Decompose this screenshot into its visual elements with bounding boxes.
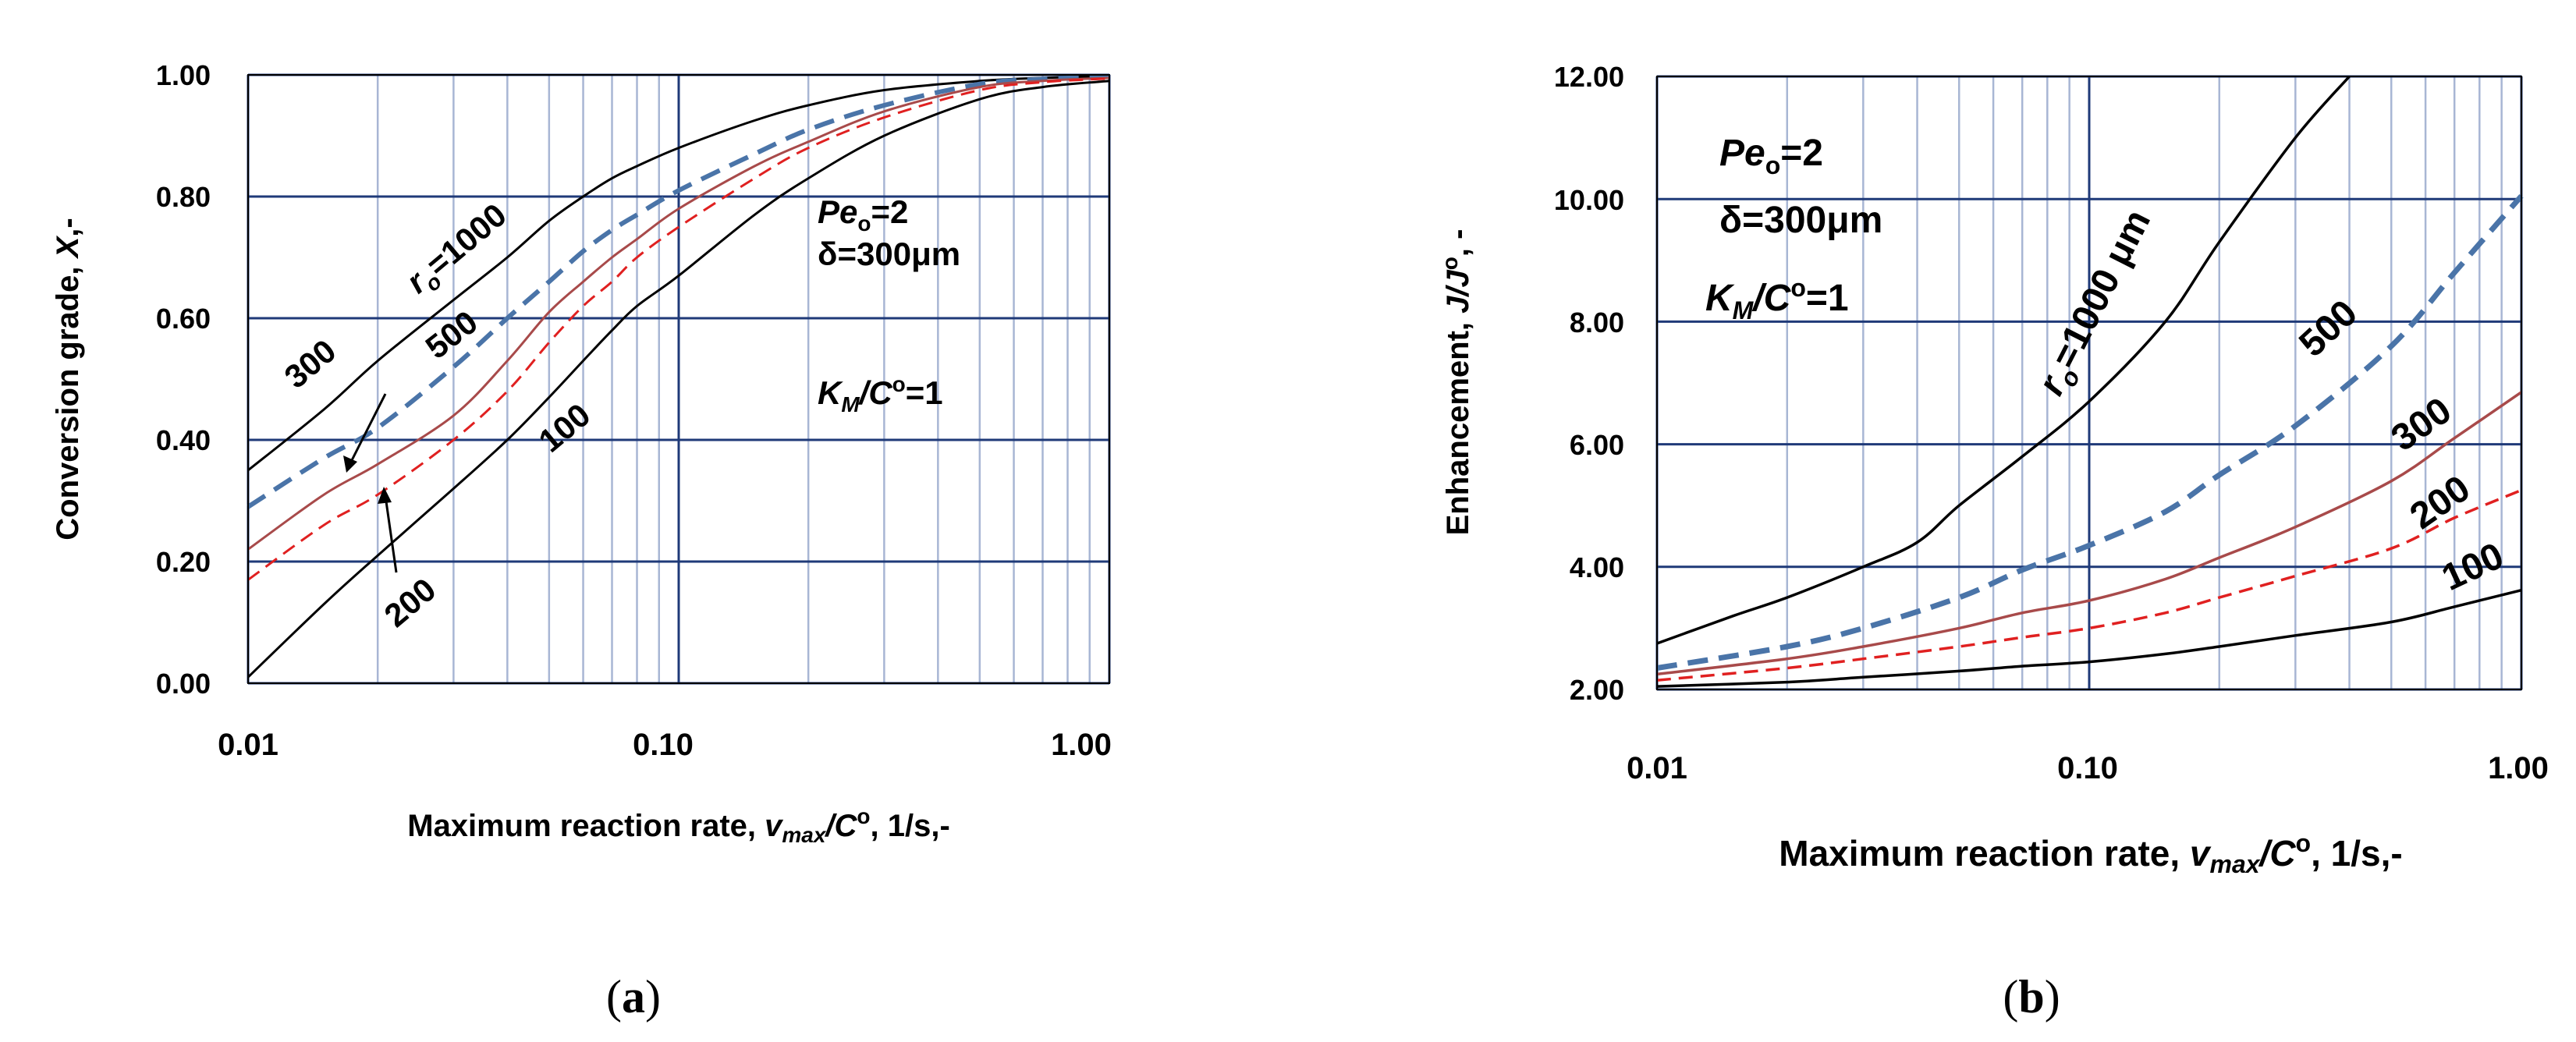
chart-a-xtick: 1.00 bbox=[1051, 728, 1112, 762]
chart-b-xtick: 1.00 bbox=[2488, 751, 2549, 785]
chart-a-curve-label-300: 300 bbox=[278, 332, 343, 395]
chart-a-ytick: 0.80 bbox=[156, 181, 211, 213]
chart-a-series-300 bbox=[247, 76, 1110, 551]
panel-a-caption: (a) bbox=[606, 971, 661, 1023]
chart-b-annotation-km: KM/Co=1 bbox=[1705, 274, 1849, 324]
chart-b-curve-label-200: 200 bbox=[2403, 468, 2478, 537]
chart-b-curve-label-300: 300 bbox=[2384, 390, 2459, 459]
chart-a-ytick: 0.20 bbox=[156, 546, 211, 578]
chart-b-ytick: 12.00 bbox=[1554, 61, 1624, 93]
chart-b-ytick: 4.00 bbox=[1570, 551, 1624, 583]
chart-b-ylabel: Enhancement, J/Jo, - bbox=[1438, 229, 1475, 536]
chart-a-curve-label-200: 200 bbox=[378, 571, 443, 634]
chart-a-arrow-300 bbox=[343, 393, 387, 473]
chart-a-series-100 bbox=[247, 80, 1110, 679]
chart-a-ytick: 1.00 bbox=[156, 59, 211, 91]
chart-b-series bbox=[1656, 75, 2524, 688]
chart-a-xtick: 0.10 bbox=[633, 728, 694, 762]
chart-a-annotation-delta: δ=300μm bbox=[818, 236, 960, 272]
chart-b-xlabel: Maximum reaction rate, vmax/Co, 1/s,- bbox=[1779, 829, 2402, 878]
chart-a: 0.00 0.20 0.40 0.60 0.80 1.00 0.01 0.10 … bbox=[51, 59, 1112, 847]
chart-b-series-100 bbox=[1656, 589, 2522, 688]
panel-b-caption: (b) bbox=[2003, 971, 2060, 1023]
chart-a-plot-frame bbox=[247, 74, 1110, 684]
chart-a-series-500 bbox=[247, 74, 1110, 509]
chart-a-curve-label-500: 500 bbox=[419, 303, 484, 366]
chart-a-ytick: 0.40 bbox=[156, 424, 211, 456]
chart-a-xlabel: Maximum reaction rate, vmax/Co, 1/s,- bbox=[407, 804, 950, 847]
chart-a-series-1000 bbox=[247, 75, 1110, 472]
chart-a-ytick: 0.60 bbox=[156, 303, 211, 335]
chart-b-ytick: 2.00 bbox=[1570, 674, 1624, 706]
chart-a-ytick: 0.00 bbox=[156, 668, 211, 700]
chart-b-curve-label-100: 100 bbox=[2436, 535, 2510, 599]
chart-a-arrow-200 bbox=[378, 487, 398, 573]
chart-a-xtick: 0.01 bbox=[218, 728, 279, 762]
chart-b-ytick: 10.00 bbox=[1554, 184, 1624, 216]
chart-b-series-300 bbox=[1656, 391, 2522, 676]
chart-b-plot-frame bbox=[1656, 76, 2522, 690]
chart-b-curve-label-500: 500 bbox=[2291, 292, 2365, 365]
chart-b-ytick: 6.00 bbox=[1570, 429, 1624, 461]
chart-a-annotation-pe: Peo=2 bbox=[818, 193, 908, 236]
chart-b-xtick: 0.10 bbox=[2057, 751, 2118, 785]
chart-b-xtick: 0.01 bbox=[1627, 751, 1687, 785]
chart-a-grid bbox=[247, 73, 1111, 685]
chart-a-annotation-km: KM/Co=1 bbox=[818, 372, 943, 416]
chart-a-curve-label-1000: ro=1000 bbox=[399, 197, 517, 305]
chart-b-annotation-delta: δ=300μm bbox=[1719, 200, 1882, 241]
chart-b-ytick: 8.00 bbox=[1570, 307, 1624, 338]
chart-b-curve-label-1000: ro=1000 μm bbox=[2031, 204, 2164, 405]
chart-a-series bbox=[247, 74, 1110, 679]
chart-a-series-200 bbox=[247, 77, 1110, 581]
chart-b: 2.00 4.00 6.00 8.00 10.00 12.00 0.01 0.1… bbox=[1438, 61, 2549, 878]
chart-a-ylabel: Conversion grade, X,- bbox=[51, 218, 85, 540]
chart-b-annotation-pe: Peo=2 bbox=[1719, 133, 1823, 179]
chart-b-series-200 bbox=[1656, 488, 2522, 682]
chart-b-series-1000 bbox=[1656, 75, 2351, 645]
